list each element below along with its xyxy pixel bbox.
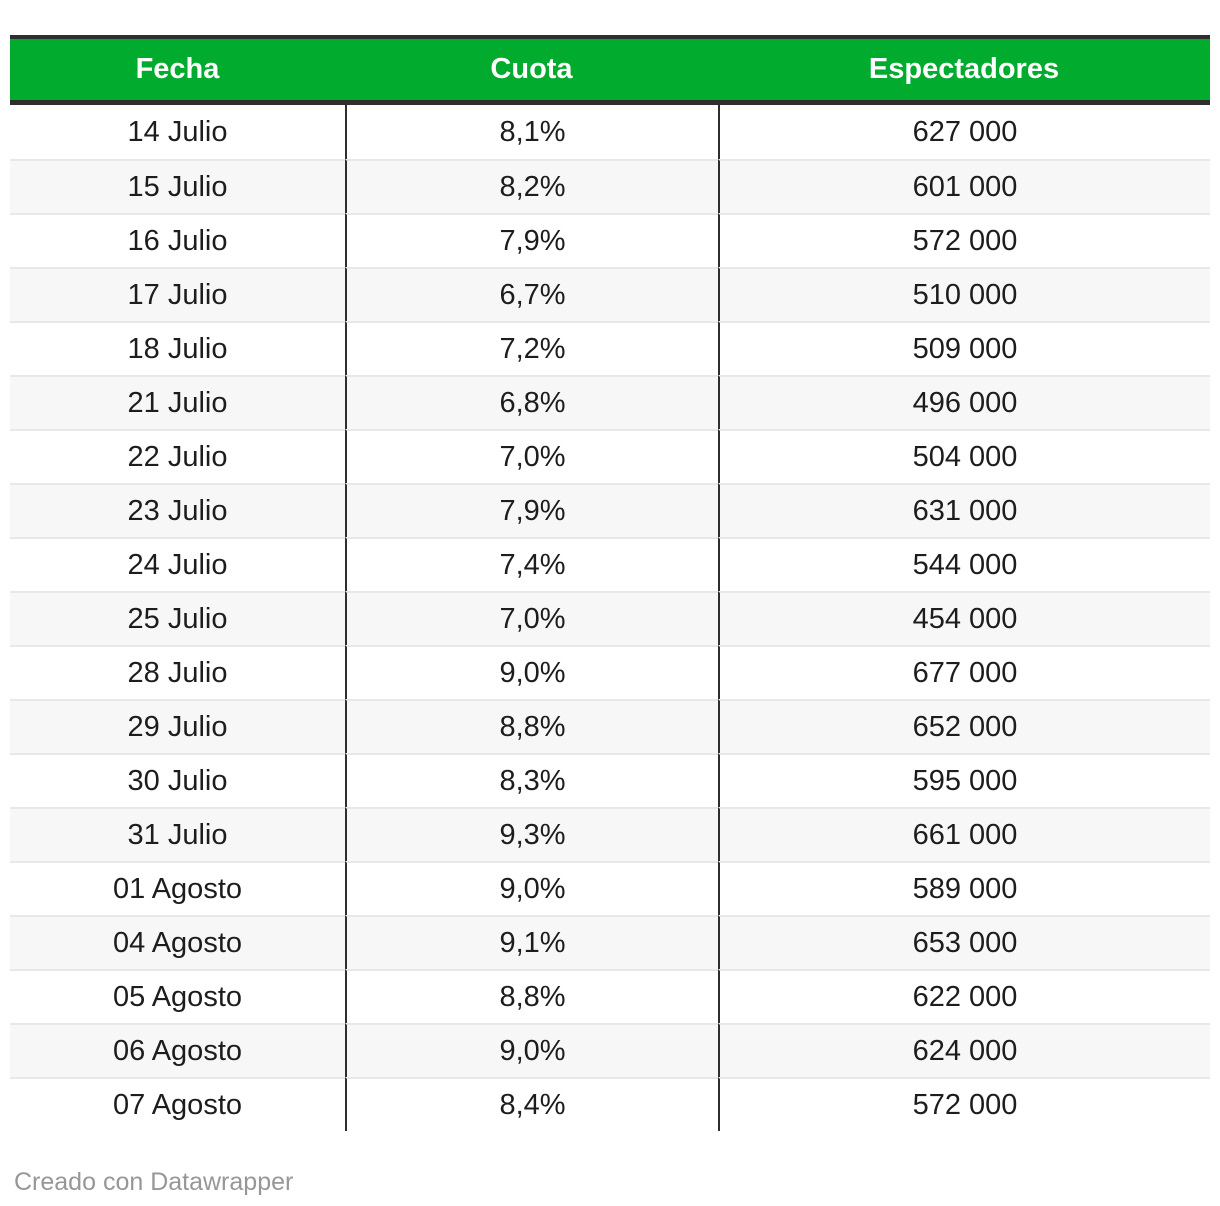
- cell-cuota: 7,4%: [345, 537, 718, 591]
- table-row: 21 Julio 6,8% 496 000: [10, 375, 1210, 429]
- cell-espectadores: 653 000: [718, 915, 1210, 969]
- cell-espectadores: 544 000: [718, 537, 1210, 591]
- cell-cuota: 9,1%: [345, 915, 718, 969]
- cell-cuota: 9,3%: [345, 807, 718, 861]
- cell-espectadores: 504 000: [718, 429, 1210, 483]
- table-row: 17 Julio 6,7% 510 000: [10, 267, 1210, 321]
- ratings-table-container: Fecha Cuota Espectadores 14 Julio 8,1% 627…: [10, 35, 1210, 1131]
- cell-cuota: 9,0%: [345, 1023, 718, 1077]
- cell-espectadores: 661 000: [718, 807, 1210, 861]
- table-row: 18 Julio 7,2% 509 000: [10, 321, 1210, 375]
- cell-espectadores: 652 000: [718, 699, 1210, 753]
- cell-espectadores: 677 000: [718, 645, 1210, 699]
- cell-fecha: 14 Julio: [10, 105, 345, 159]
- cell-fecha: 04 Agosto: [10, 915, 345, 969]
- cell-fecha: 22 Julio: [10, 429, 345, 483]
- cell-cuota: 9,0%: [345, 861, 718, 915]
- cell-fecha: 24 Julio: [10, 537, 345, 591]
- cell-espectadores: 589 000: [718, 861, 1210, 915]
- cell-cuota: 8,8%: [345, 699, 718, 753]
- cell-fecha: 29 Julio: [10, 699, 345, 753]
- cell-espectadores: 510 000: [718, 267, 1210, 321]
- cell-fecha: 15 Julio: [10, 159, 345, 213]
- cell-cuota: 7,9%: [345, 213, 718, 267]
- cell-fecha: 28 Julio: [10, 645, 345, 699]
- cell-espectadores: 496 000: [718, 375, 1210, 429]
- cell-espectadores: 509 000: [718, 321, 1210, 375]
- cell-cuota: 6,7%: [345, 267, 718, 321]
- table-row: 22 Julio 7,0% 504 000: [10, 429, 1210, 483]
- table-row: 05 Agosto 8,8% 622 000: [10, 969, 1210, 1023]
- cell-espectadores: 622 000: [718, 969, 1210, 1023]
- cell-cuota: 8,3%: [345, 753, 718, 807]
- cell-espectadores: 572 000: [718, 213, 1210, 267]
- cell-fecha: 23 Julio: [10, 483, 345, 537]
- table-row: 31 Julio 9,3% 661 000: [10, 807, 1210, 861]
- cell-fecha: 16 Julio: [10, 213, 345, 267]
- cell-fecha: 07 Agosto: [10, 1077, 345, 1131]
- table-row: 29 Julio 8,8% 652 000: [10, 699, 1210, 753]
- cell-fecha: 30 Julio: [10, 753, 345, 807]
- cell-cuota: 8,4%: [345, 1077, 718, 1131]
- cell-espectadores: 454 000: [718, 591, 1210, 645]
- header-row: Fecha Cuota Espectadores: [10, 35, 1210, 105]
- cell-cuota: 7,2%: [345, 321, 718, 375]
- cell-fecha: 21 Julio: [10, 375, 345, 429]
- cell-cuota: 7,0%: [345, 429, 718, 483]
- cell-cuota: 7,9%: [345, 483, 718, 537]
- cell-fecha: 06 Agosto: [10, 1023, 345, 1077]
- table-header: Fecha Cuota Espectadores: [10, 35, 1210, 105]
- table-row: 24 Julio 7,4% 544 000: [10, 537, 1210, 591]
- cell-cuota: 6,8%: [345, 375, 718, 429]
- column-header-fecha: Fecha: [10, 35, 345, 105]
- table-row: 28 Julio 9,0% 677 000: [10, 645, 1210, 699]
- cell-espectadores: 631 000: [718, 483, 1210, 537]
- cell-espectadores: 624 000: [718, 1023, 1210, 1077]
- cell-cuota: 8,1%: [345, 105, 718, 159]
- table-row: 14 Julio 8,1% 627 000: [10, 105, 1210, 159]
- ratings-table: Fecha Cuota Espectadores 14 Julio 8,1% 627…: [10, 35, 1210, 1131]
- table-row: 15 Julio 8,2% 601 000: [10, 159, 1210, 213]
- column-header-espectadores: Espectadores: [718, 35, 1210, 105]
- cell-espectadores: 572 000: [718, 1077, 1210, 1131]
- cell-espectadores: 627 000: [718, 105, 1210, 159]
- cell-cuota: 9,0%: [345, 645, 718, 699]
- column-header-cuota: Cuota: [345, 35, 718, 105]
- cell-fecha: 01 Agosto: [10, 861, 345, 915]
- table-row: 30 Julio 8,3% 595 000: [10, 753, 1210, 807]
- datawrapper-credit: Creado con Datawrapper: [14, 1168, 294, 1196]
- table-row: 01 Agosto 9,0% 589 000: [10, 861, 1210, 915]
- cell-cuota: 8,8%: [345, 969, 718, 1023]
- cell-espectadores: 601 000: [718, 159, 1210, 213]
- cell-espectadores: 595 000: [718, 753, 1210, 807]
- table-row: 07 Agosto 8,4% 572 000: [10, 1077, 1210, 1131]
- table-row: 16 Julio 7,9% 572 000: [10, 213, 1210, 267]
- table-row: 23 Julio 7,9% 631 000: [10, 483, 1210, 537]
- cell-fecha: 31 Julio: [10, 807, 345, 861]
- cell-fecha: 05 Agosto: [10, 969, 345, 1023]
- cell-fecha: 25 Julio: [10, 591, 345, 645]
- cell-fecha: 17 Julio: [10, 267, 345, 321]
- table-row: 06 Agosto 9,0% 624 000: [10, 1023, 1210, 1077]
- cell-cuota: 7,0%: [345, 591, 718, 645]
- table-row: 04 Agosto 9,1% 653 000: [10, 915, 1210, 969]
- cell-fecha: 18 Julio: [10, 321, 345, 375]
- table-body: 14 Julio 8,1% 627 000 15 Julio 8,2% 601 000 16…: [10, 105, 1210, 1131]
- table-row: 25 Julio 7,0% 454 000: [10, 591, 1210, 645]
- cell-cuota: 8,2%: [345, 159, 718, 213]
